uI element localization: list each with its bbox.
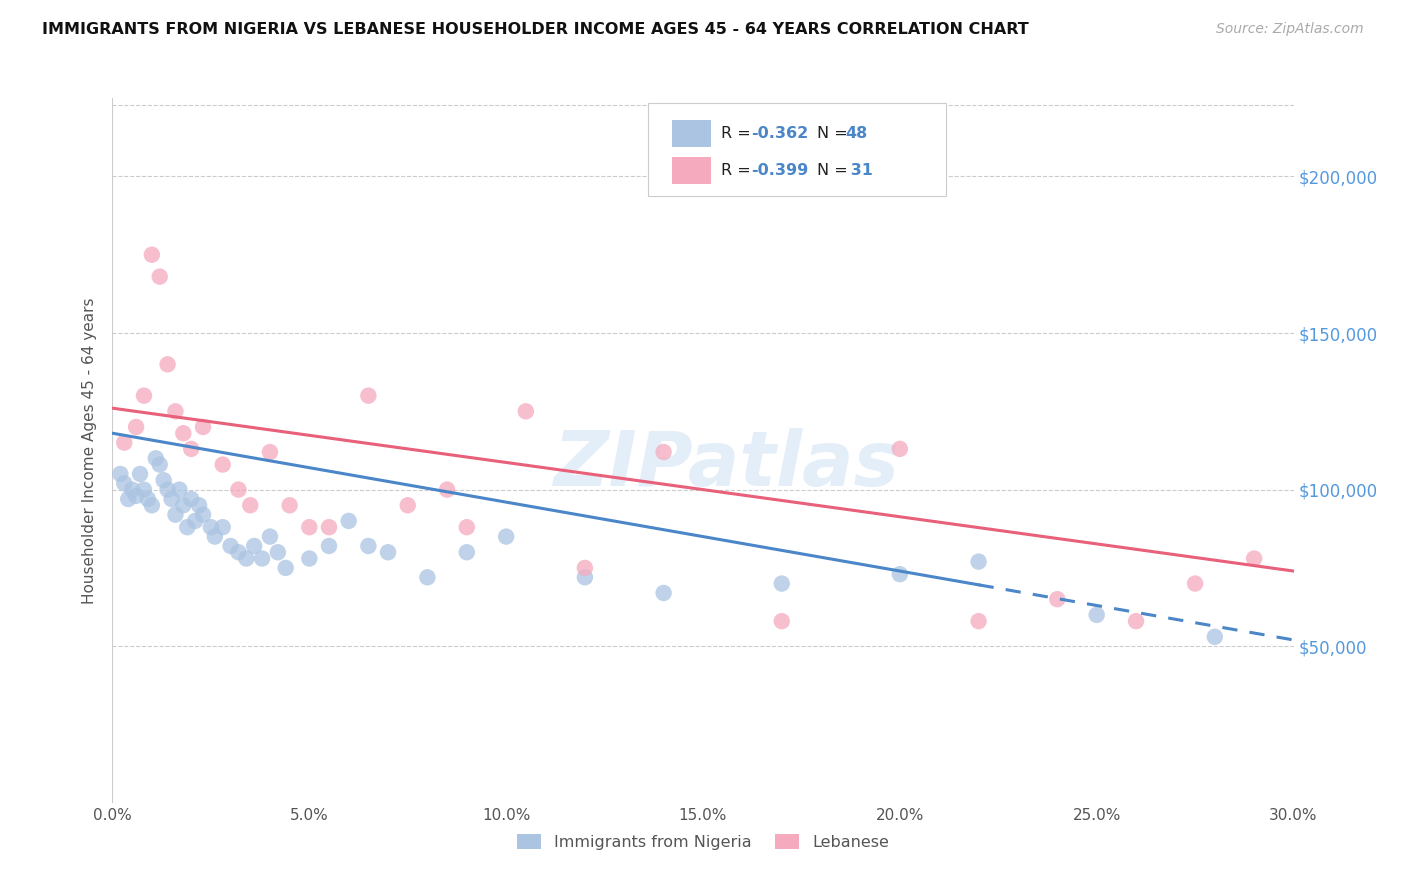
Point	[337, 514, 360, 528]
Point	[298, 520, 321, 534]
Point	[318, 520, 340, 534]
Point	[1243, 551, 1265, 566]
Legend: Immigrants from Nigeria, Lebanese: Immigrants from Nigeria, Lebanese	[509, 826, 897, 858]
Text: R =: R =	[721, 126, 756, 141]
Point	[770, 576, 793, 591]
Point	[200, 520, 222, 534]
Point	[770, 614, 793, 628]
Point	[191, 508, 214, 522]
Point	[515, 404, 537, 418]
Point	[132, 483, 155, 497]
Point	[152, 473, 174, 487]
Point	[436, 483, 458, 497]
Point	[117, 491, 139, 506]
Point	[259, 445, 281, 459]
Point	[228, 545, 250, 559]
Point	[165, 404, 187, 418]
Point	[416, 570, 439, 584]
Point	[145, 451, 167, 466]
Text: Source: ZipAtlas.com: Source: ZipAtlas.com	[1216, 22, 1364, 37]
Point	[652, 586, 675, 600]
Point	[219, 539, 242, 553]
Point	[121, 483, 143, 497]
Point	[456, 520, 478, 534]
Text: IMMIGRANTS FROM NIGERIA VS LEBANESE HOUSEHOLDER INCOME AGES 45 - 64 YEARS CORREL: IMMIGRANTS FROM NIGERIA VS LEBANESE HOUS…	[42, 22, 1029, 37]
Point	[204, 530, 226, 544]
Point	[1184, 576, 1206, 591]
Text: N =: N =	[817, 163, 853, 178]
Point	[129, 467, 152, 481]
Point	[250, 551, 273, 566]
Point	[211, 520, 233, 534]
Point	[967, 614, 990, 628]
Point	[125, 420, 148, 434]
Point	[652, 445, 675, 459]
Point	[235, 551, 257, 566]
Text: R =: R =	[721, 163, 756, 178]
Point	[298, 551, 321, 566]
Point	[889, 567, 911, 582]
Text: -0.399: -0.399	[751, 163, 808, 178]
Point	[172, 426, 194, 441]
Text: 48: 48	[845, 126, 868, 141]
Point	[267, 545, 290, 559]
Text: N =: N =	[817, 126, 853, 141]
Y-axis label: Householder Income Ages 45 - 64 years: Householder Income Ages 45 - 64 years	[82, 297, 97, 604]
Point	[967, 555, 990, 569]
Point	[165, 508, 187, 522]
Point	[1125, 614, 1147, 628]
Point	[112, 435, 135, 450]
Point	[149, 458, 172, 472]
Point	[243, 539, 266, 553]
Point	[160, 491, 183, 506]
Point	[377, 545, 399, 559]
Point	[1204, 630, 1226, 644]
Point	[136, 491, 159, 506]
Point	[149, 269, 172, 284]
Point	[132, 389, 155, 403]
Point	[239, 498, 262, 512]
Point	[357, 389, 380, 403]
Point	[125, 489, 148, 503]
Point	[180, 491, 202, 506]
Point	[180, 442, 202, 456]
Point	[112, 476, 135, 491]
Point	[184, 514, 207, 528]
Point	[495, 530, 517, 544]
Text: 31: 31	[845, 163, 873, 178]
Point	[357, 539, 380, 553]
Point	[172, 498, 194, 512]
Point	[228, 483, 250, 497]
Point	[191, 420, 214, 434]
Point	[274, 561, 297, 575]
Point	[176, 520, 198, 534]
Text: ZIPatlas: ZIPatlas	[554, 427, 900, 501]
Text: -0.362: -0.362	[751, 126, 808, 141]
Point	[396, 498, 419, 512]
Point	[278, 498, 301, 512]
Point	[318, 539, 340, 553]
Point	[156, 357, 179, 371]
Point	[110, 467, 132, 481]
Point	[141, 248, 163, 262]
Point	[141, 498, 163, 512]
Point	[188, 498, 211, 512]
Point	[1046, 592, 1069, 607]
Point	[456, 545, 478, 559]
Point	[574, 561, 596, 575]
Point	[574, 570, 596, 584]
Point	[156, 483, 179, 497]
Point	[211, 458, 233, 472]
Point	[169, 483, 191, 497]
Point	[1085, 607, 1108, 622]
Point	[889, 442, 911, 456]
Point	[259, 530, 281, 544]
